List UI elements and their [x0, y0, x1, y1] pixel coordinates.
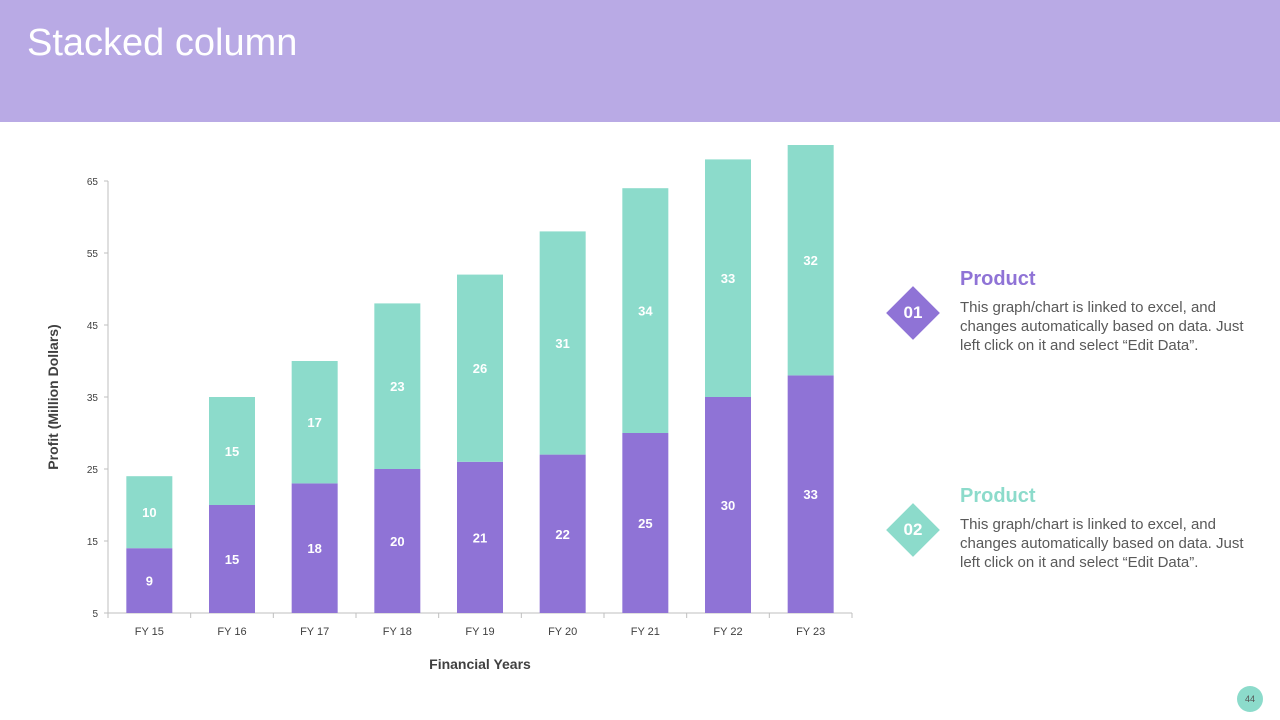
bar-1-fy-17 [291, 483, 338, 613]
data-label: 30 [721, 498, 735, 513]
x-tick-label: FY 19 [465, 626, 494, 638]
bar-1-fy-16 [209, 505, 255, 613]
y-tick-label: 5 [92, 609, 98, 620]
data-label: 17 [307, 415, 321, 430]
bar-2-fy-17 [291, 361, 338, 484]
badge-number: 02 [903, 520, 923, 539]
page-number: 44 [1237, 686, 1263, 712]
bar-1-fy-15 [126, 548, 173, 613]
x-tick-label: FY 21 [631, 626, 660, 638]
badge-number: 01 [903, 303, 923, 322]
bar-1-fy-23 [787, 375, 834, 613]
data-label: 33 [803, 487, 817, 502]
bar-2-fy-23 [787, 145, 834, 376]
legend-heading: Product [960, 268, 1036, 290]
data-label: 32 [803, 253, 817, 268]
y-tick-label: 15 [87, 537, 99, 548]
legend-description: This graph/chart is linked to excel, and… [960, 299, 1244, 354]
diamond-badge-02: 02 [886, 503, 940, 557]
legend-item-02: 02 Product This graph/chart is linked to… [886, 485, 1266, 593]
bar-2-fy-19 [457, 274, 503, 462]
y-tick-label: 45 [87, 321, 99, 332]
data-label: 21 [473, 530, 487, 545]
x-tick-label: FY 17 [300, 626, 329, 638]
bar-2-fy-15 [126, 476, 173, 549]
legend-heading: Product [960, 485, 1036, 507]
x-tick-label: FY 22 [713, 626, 742, 638]
header-banner: Stacked column [0, 0, 1280, 122]
bar-2-fy-22 [705, 159, 751, 397]
x-tick-label: FY 15 [135, 626, 164, 638]
bar-1-fy-18 [374, 469, 421, 613]
data-label: 31 [555, 336, 569, 351]
bar-2-fy-21 [622, 188, 669, 433]
data-label: 25 [638, 516, 652, 531]
y-tick-label: 55 [87, 249, 99, 260]
x-tick-label: FY 16 [217, 626, 246, 638]
bar-2-fy-20 [539, 231, 586, 455]
x-axis-label: Financial Years [429, 656, 531, 672]
y-tick-label: 35 [87, 393, 99, 404]
data-label: 15 [225, 552, 239, 567]
data-label: 20 [390, 534, 404, 549]
y-tick-label: 65 [87, 177, 99, 188]
data-label: 18 [307, 541, 321, 556]
bar-1-fy-21 [622, 433, 669, 613]
data-label: 10 [142, 505, 156, 520]
x-tick-label: FY 23 [796, 626, 825, 638]
diamond-badge-01: 01 [886, 286, 940, 340]
data-label: 26 [473, 361, 487, 376]
x-tick-label: FY 20 [548, 626, 577, 638]
legend-description: This graph/chart is linked to excel, and… [960, 516, 1244, 571]
bar-1-fy-19 [457, 461, 503, 613]
y-tick-label: 25 [87, 465, 99, 476]
legend-item-01: 01 Product This graph/chart is linked to… [886, 268, 1266, 376]
y-axis-label: Profit (Million Dollars) [45, 324, 61, 469]
data-label: 9 [146, 574, 153, 589]
data-label: 22 [555, 527, 569, 542]
bar-1-fy-22 [705, 397, 751, 613]
bar-2-fy-18 [374, 303, 421, 469]
data-label: 33 [721, 271, 735, 286]
data-label: 15 [225, 444, 239, 459]
data-label: 23 [390, 379, 404, 394]
bar-2-fy-16 [209, 397, 255, 505]
bar-1-fy-20 [539, 454, 586, 613]
slide-title: Stacked column [27, 22, 298, 64]
data-label: 34 [638, 304, 653, 319]
x-tick-label: FY 18 [383, 626, 412, 638]
